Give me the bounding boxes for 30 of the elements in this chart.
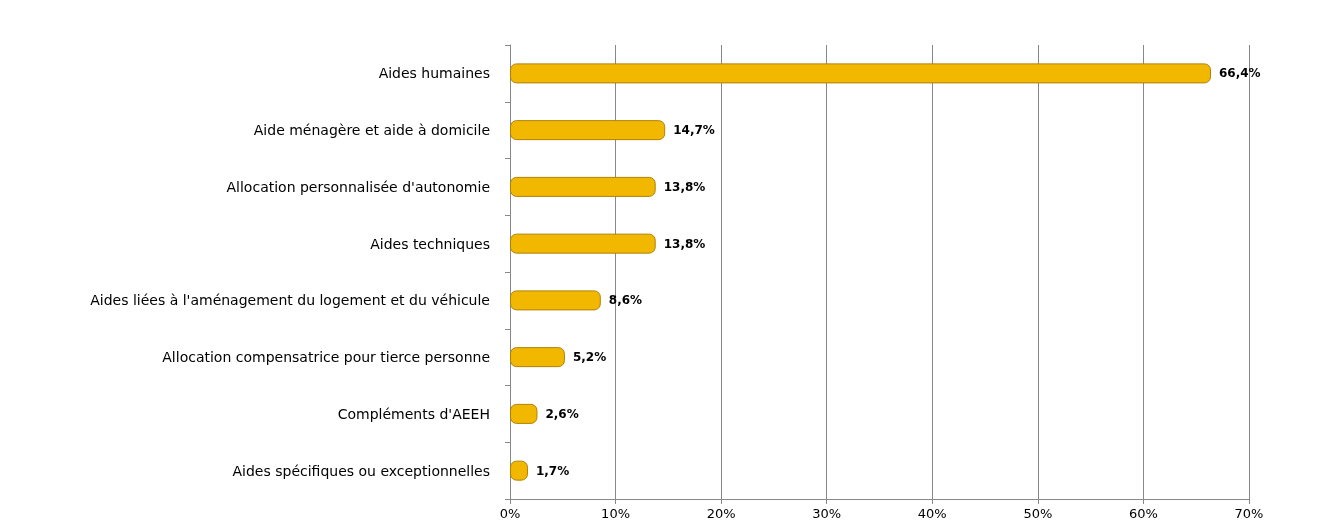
x-tick-label: 10% (601, 506, 631, 521)
data-label: 5,2% (572, 350, 607, 365)
bar (510, 63, 1211, 84)
data-label: 8,6% (608, 293, 643, 308)
y-tick-label: Allocation compensatrice pour tierce personne (162, 349, 490, 366)
x-tick-label: 0% (499, 506, 521, 521)
x-tick-label: 50% (1023, 506, 1053, 521)
y-tick-label: Aides humaines (378, 65, 490, 82)
data-label: 66,4% (1218, 66, 1261, 81)
data-label: 2,6% (545, 406, 579, 421)
data-label: 14,7% (673, 123, 715, 138)
y-tick-label: Aides spécifiques ou exceptionnelles (232, 462, 490, 479)
y-tick-label: Aide ménagère et aide à domicile (253, 122, 490, 139)
bar (510, 347, 565, 368)
bar (510, 233, 656, 254)
y-tick-label: Compléments d'AEEH (337, 405, 490, 422)
data-label: 13,8% (663, 179, 706, 194)
bar (510, 120, 666, 141)
x-tick-label: 30% (812, 506, 842, 521)
x-tick-label: 40% (917, 506, 947, 521)
bar (510, 290, 601, 311)
data-label: 1,7% (535, 463, 570, 478)
x-tick-label: 70% (1234, 506, 1264, 521)
x-tick-label: 20% (706, 506, 736, 521)
data-label: 13,8% (663, 236, 706, 251)
y-tick-label: Allocation personnalisée d'autonomie (226, 178, 490, 195)
bar (510, 176, 656, 197)
x-tick-label: 60% (1128, 506, 1158, 521)
y-tick-label: Aides liées à l'aménagement du logement et du véhicule (90, 292, 490, 309)
y-tick-label: Aides techniques (370, 235, 490, 252)
